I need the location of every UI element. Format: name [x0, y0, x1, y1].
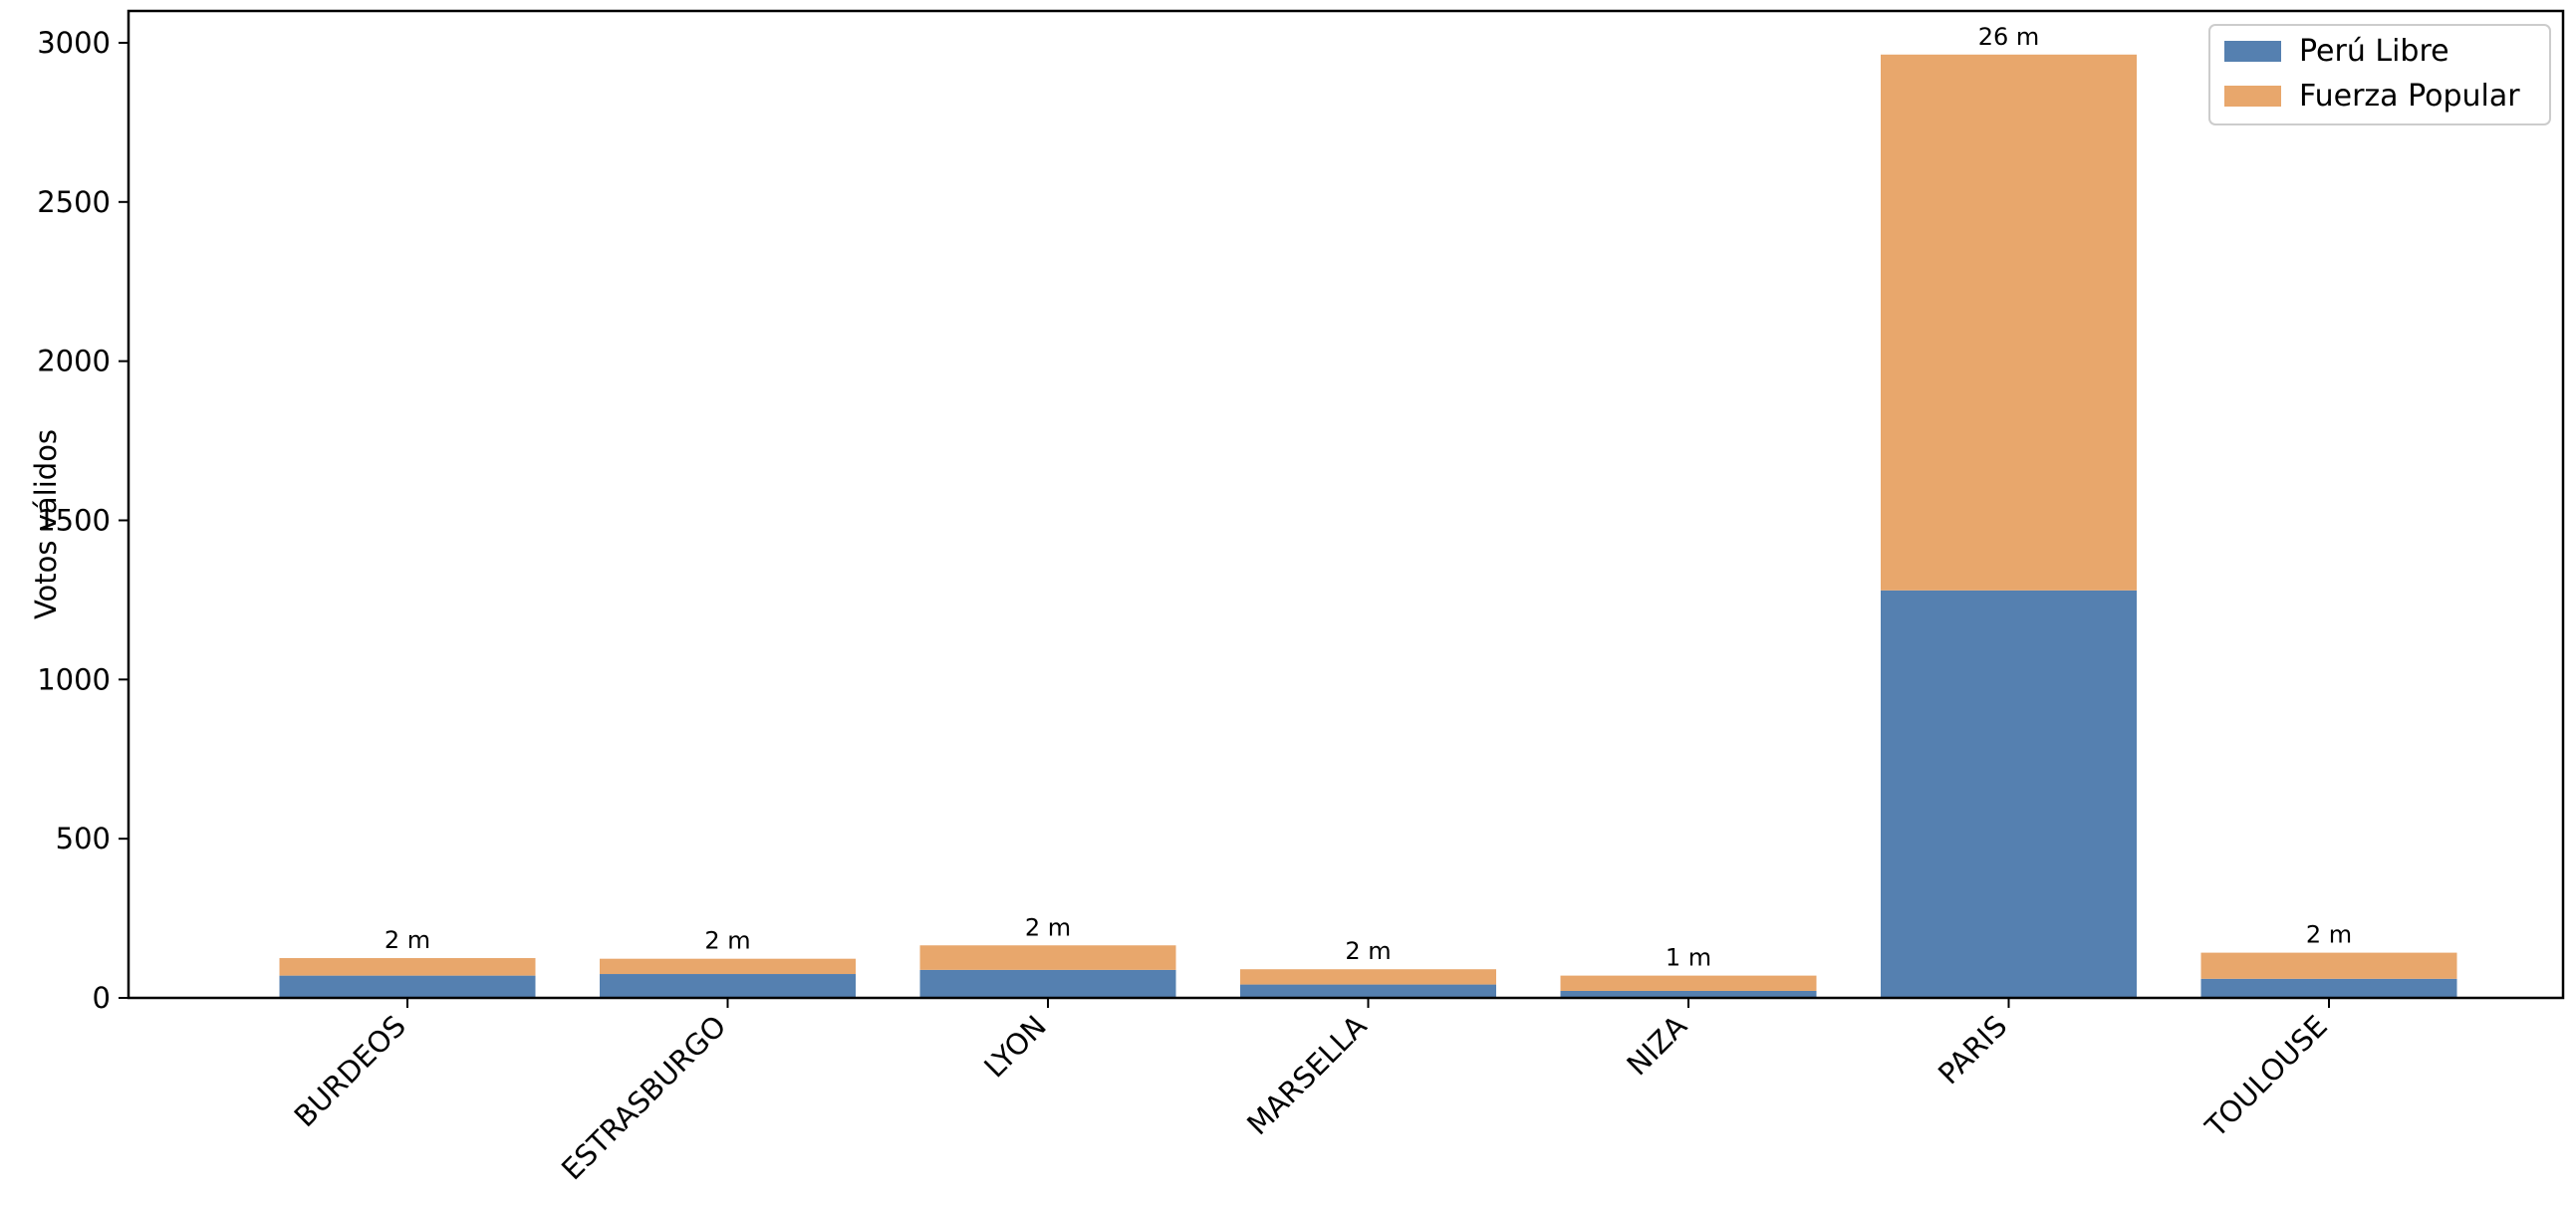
bar-marsella-series-0 — [1240, 984, 1496, 998]
plot-frame — [127, 9, 2565, 1000]
legend-swatch-0 — [2224, 41, 2281, 62]
y-tick-label: 1000 — [37, 662, 111, 696]
bar-total-label: 26 m — [1978, 23, 2040, 51]
x-tick-label-estrasburgo: ESTRASBURGO — [555, 1009, 732, 1186]
bar-burdeos-series-1 — [279, 958, 536, 976]
bar-total-label: 2 m — [704, 927, 750, 955]
bar-marsella-series-1 — [1240, 969, 1496, 985]
bar-total-label: 2 m — [1345, 937, 1391, 965]
bar-estrasburgo-series-0 — [600, 974, 856, 998]
legend: Perú Libre Fuerza Popular — [2208, 24, 2551, 125]
y-tick-label: 2000 — [37, 345, 111, 378]
bar-niza-series-1 — [1560, 975, 1817, 991]
y-tick-label: 2500 — [37, 185, 111, 219]
y-tick-label: 3000 — [37, 26, 111, 60]
y-tick-label: 0 — [93, 981, 111, 1015]
y-tick-label: 500 — [56, 822, 111, 855]
bar-total-label: 2 m — [2306, 921, 2352, 949]
x-tick-label-marsella: MARSELLA — [1240, 1009, 1373, 1141]
bar-niza-series-0 — [1560, 990, 1817, 998]
bar-toulouse-series-0 — [2200, 978, 2457, 998]
legend-box — [2208, 24, 2551, 125]
bar-burdeos-series-0 — [279, 975, 536, 998]
legend-label-0: Perú Libre — [2299, 34, 2449, 69]
x-tick-label-niza: NIZA — [1620, 1009, 1693, 1083]
y-axis: 0 500 1000 1500 2000 2500 3000 — [37, 26, 129, 1015]
x-tick-label-burdeos: BURDEOS — [288, 1009, 412, 1133]
bar-labels-layer: 2 m 2 m 2 m 2 m 1 m 26 m 2 m — [385, 23, 2352, 972]
bar-lyon-series-0 — [919, 969, 1176, 998]
bar-toulouse-series-1 — [2200, 952, 2457, 979]
bar-total-label: 2 m — [385, 926, 430, 954]
bar-total-label: 1 m — [1666, 944, 1711, 972]
legend-label-1: Fuerza Popular — [2299, 79, 2520, 114]
bar-total-label: 2 m — [1025, 913, 1071, 941]
bar-estrasburgo-series-1 — [600, 958, 856, 975]
legend-swatch-1 — [2224, 86, 2281, 107]
y-tick-label: 1500 — [37, 503, 111, 537]
x-tick-label-lyon: LYON — [977, 1009, 1053, 1085]
x-axis: BURDEOS ESTRASBURGO LYON MARSELLA NIZA PARIS T… — [288, 998, 2334, 1186]
bars-layer — [279, 54, 2457, 998]
x-tick-label-toulouse: TOULOUSE — [2198, 1009, 2334, 1144]
bar-paris-series-0 — [1881, 590, 2137, 998]
bar-paris-series-1 — [1881, 54, 2137, 591]
bar-lyon-series-1 — [919, 945, 1176, 970]
x-tick-label-paris: PARIS — [1932, 1009, 2013, 1091]
y-axis-label: Votos válidos — [29, 429, 63, 619]
